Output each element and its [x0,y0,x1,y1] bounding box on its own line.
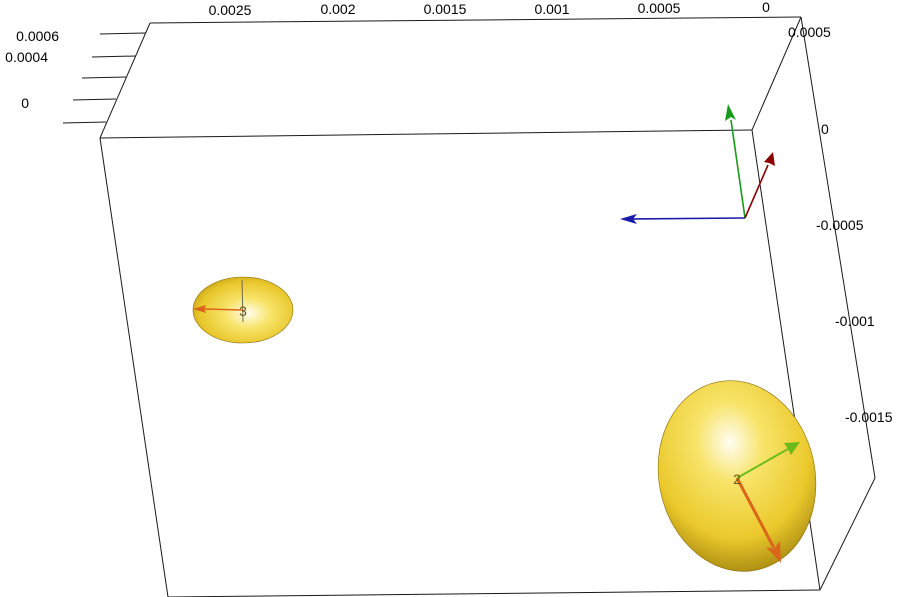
triad-x-arrowhead [764,152,775,166]
right-tick-label: -0.0015 [845,409,893,425]
principal-axis-arrowhead [193,305,206,313]
left-tick-label: 0.0004 [5,49,48,65]
right-tick-label: -0.0005 [816,217,864,233]
top-axis: 0.0025 0.002 0.0015 0.001 0.0005 0 [209,0,771,18]
triad-z-arrowhead [620,214,637,224]
principal-axis-arrow [203,308,244,311]
ellipsoid-label: 3 [239,303,247,319]
principal-axis-arrowhead [766,541,781,563]
ellipsoid-body[interactable] [641,366,834,586]
box-edge [99,129,753,139]
left-tick-label: 0.0006 [16,28,59,44]
ellipsoid-3[interactable]: 3 [192,276,294,344]
triad-z-axis [631,217,746,220]
right-axis: 0.0005 0 -0.0005 -0.001 -0.0015 [788,24,893,425]
secondary-axis-arrowhead [784,442,800,455]
box-edge [167,589,821,597]
principal-axis-arrow [735,477,776,549]
top-tick-label: 0.001 [534,1,569,17]
right-tick-label: -0.001 [835,313,875,329]
minor-axis-line [241,279,244,323]
right-tick-label: 0.0005 [788,24,831,40]
triad-y-arrowhead [725,104,736,121]
orientation-triad [620,104,775,224]
top-tick-label: 0.0015 [424,1,467,17]
box-edge [800,16,876,479]
top-tick-label: 0.0005 [638,0,681,16]
left-tick-label: 0 [21,95,29,111]
top-tick-label: 0.002 [320,1,355,17]
box-edge [99,22,151,139]
top-tick-label: 0.0025 [209,2,252,18]
triad-x-axis [744,164,769,219]
box-edge [149,16,802,24]
ellipsoid-label: 2 [733,471,741,487]
box-edge [819,477,876,591]
box-edge [99,137,169,597]
left-axis-ticks [62,32,147,124]
triad-y-axis [730,119,746,219]
ellipsoid-2[interactable]: 2 [641,366,834,586]
secondary-axis-arrow [736,448,789,479]
box-edge [751,16,802,131]
bounding-box [99,16,876,597]
top-tick-label: 0 [762,0,770,15]
right-tick-label: 0 [821,121,829,137]
left-axis: 0.0006 0.0004 0 [5,28,59,111]
